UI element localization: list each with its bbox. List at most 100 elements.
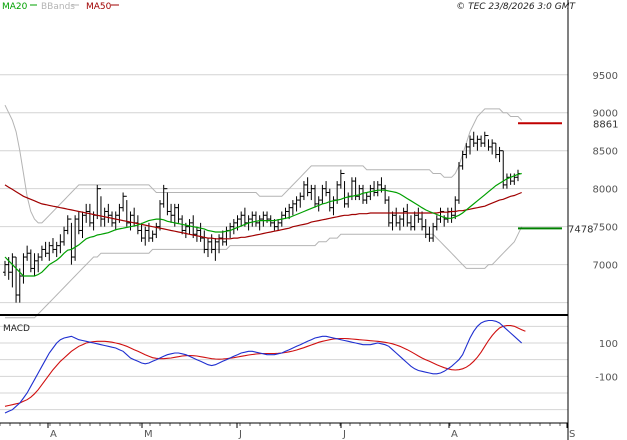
price-bar (43, 241, 48, 258)
price-bar (313, 184, 318, 208)
month-label: A (451, 429, 458, 440)
price-bar (287, 203, 292, 220)
price-bar (397, 215, 402, 231)
price-bar (58, 234, 63, 254)
price-bar (301, 181, 306, 201)
price-bar (202, 230, 207, 254)
price-bar (372, 181, 377, 197)
price-bar (69, 218, 74, 265)
price-bar (143, 226, 148, 246)
bband-lower-line (5, 226, 523, 319)
price-bar (479, 135, 484, 147)
price-bar (65, 215, 70, 235)
month-label: J (342, 429, 346, 440)
price-tick-label: 9000 (593, 109, 618, 120)
price-bar (401, 207, 406, 227)
price-bar (338, 169, 343, 189)
header-legend: MA20 BBands MA50 © TEC 23/8/2026 3:0 GMT (2, 2, 577, 12)
moving-averages (4, 172, 522, 277)
price-bar (276, 219, 281, 231)
price-bar (73, 215, 78, 261)
price-bar (17, 268, 22, 303)
price-bar (482, 131, 487, 147)
price-bar (475, 135, 480, 151)
price-bar (357, 184, 362, 201)
macd-signal-line (4, 324, 526, 407)
price-bar (239, 211, 244, 227)
price-bar (36, 253, 41, 273)
macd-tick-label: -100 (595, 372, 618, 383)
price-bar (324, 181, 329, 197)
macd-panel-label: MACD (3, 324, 30, 334)
month-label: A (50, 429, 57, 440)
price-bar (220, 230, 225, 246)
price-bar (383, 184, 388, 204)
price-bar (412, 211, 417, 231)
price-bar (3, 260, 7, 277)
price-bar (316, 196, 321, 212)
price-bar (416, 207, 421, 223)
price-bar (250, 211, 255, 227)
price-bar (353, 177, 358, 201)
price-bar (294, 196, 299, 212)
price-bar (198, 222, 203, 242)
price-bar (364, 192, 369, 204)
legend-ma50: MA50 (86, 2, 112, 12)
price-bar (497, 146, 502, 163)
price-bar (405, 203, 410, 227)
price-bar (10, 253, 15, 288)
price-bar (290, 200, 295, 216)
price-bar (54, 241, 59, 258)
price-bar (169, 203, 174, 223)
price-bar (261, 211, 266, 227)
price-bar (121, 192, 126, 212)
price-bar (150, 230, 155, 242)
price-bar (154, 222, 159, 239)
copyright-timestamp: © TEC 23/8/2026 3:0 GMT (456, 2, 576, 12)
price-bar (493, 142, 498, 159)
price-bar (468, 135, 473, 155)
price-bar (408, 215, 413, 231)
price-bar (161, 184, 166, 208)
price-bar (158, 200, 163, 231)
price-bar (386, 196, 391, 227)
price-bar (80, 211, 85, 239)
price-bar (98, 188, 103, 227)
macd-tick-label: 100 (599, 339, 618, 350)
price-bar (39, 245, 44, 261)
price-bar (209, 234, 214, 254)
price-bar (28, 249, 33, 273)
macd-line (4, 319, 523, 414)
price-bar (213, 238, 218, 261)
price-bar (390, 211, 395, 231)
price-bar (460, 150, 465, 170)
month-label: S (569, 429, 575, 440)
legend-bbands: BBands (41, 2, 75, 12)
price-bar (368, 184, 373, 201)
price-levels (518, 122, 562, 230)
price-bar (360, 184, 365, 204)
price-bar (124, 195, 129, 227)
price-tick-label: 8000 (593, 185, 618, 196)
price-tick-label: 8500 (593, 147, 618, 158)
price-bar (106, 203, 111, 223)
price-grid (0, 74, 568, 304)
price-bar (187, 219, 192, 235)
price-bar (423, 219, 428, 239)
price-bar (486, 135, 491, 151)
price-bar (25, 245, 30, 261)
price-bar (87, 203, 92, 227)
price-bar (342, 172, 347, 208)
price-bar (490, 139, 495, 155)
price-bar (434, 215, 439, 231)
price-bar (194, 226, 199, 242)
price-bar (110, 211, 115, 227)
price-bar (464, 143, 469, 159)
price-bar (50, 238, 55, 254)
ma50-line (4, 184, 522, 240)
price-bar (62, 226, 67, 246)
price-bar (257, 215, 262, 231)
price-bar (471, 131, 476, 147)
